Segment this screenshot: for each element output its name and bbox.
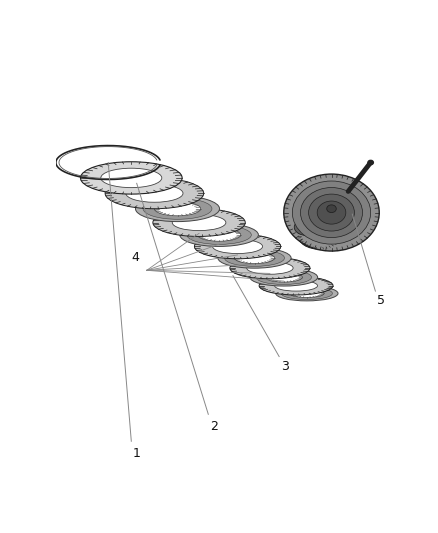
Ellipse shape bbox=[143, 198, 212, 219]
Ellipse shape bbox=[275, 280, 318, 291]
Ellipse shape bbox=[259, 277, 333, 295]
Text: 1: 1 bbox=[133, 447, 141, 461]
Ellipse shape bbox=[225, 249, 285, 266]
Ellipse shape bbox=[153, 209, 245, 237]
Ellipse shape bbox=[126, 184, 183, 202]
Ellipse shape bbox=[172, 215, 226, 231]
Text: 5: 5 bbox=[377, 294, 385, 307]
Ellipse shape bbox=[101, 168, 162, 188]
Ellipse shape bbox=[265, 272, 302, 282]
Ellipse shape bbox=[155, 201, 201, 216]
Ellipse shape bbox=[230, 257, 310, 279]
Ellipse shape bbox=[180, 223, 258, 246]
Ellipse shape bbox=[284, 174, 379, 251]
Text: 4: 4 bbox=[131, 251, 139, 264]
Ellipse shape bbox=[276, 286, 338, 301]
Ellipse shape bbox=[198, 229, 241, 241]
Ellipse shape bbox=[256, 270, 311, 285]
Ellipse shape bbox=[294, 219, 321, 236]
Ellipse shape bbox=[218, 248, 291, 268]
Text: 3: 3 bbox=[281, 360, 289, 373]
Ellipse shape bbox=[292, 181, 371, 244]
Ellipse shape bbox=[317, 201, 346, 224]
Ellipse shape bbox=[212, 239, 262, 254]
Text: 2: 2 bbox=[210, 421, 218, 433]
Ellipse shape bbox=[247, 262, 293, 274]
Ellipse shape bbox=[105, 178, 204, 209]
Ellipse shape bbox=[194, 234, 281, 259]
Ellipse shape bbox=[327, 205, 336, 213]
Ellipse shape bbox=[250, 269, 318, 286]
Ellipse shape bbox=[81, 161, 182, 194]
Ellipse shape bbox=[300, 188, 363, 238]
Ellipse shape bbox=[234, 253, 275, 264]
Ellipse shape bbox=[309, 194, 354, 231]
Ellipse shape bbox=[368, 160, 374, 165]
Ellipse shape bbox=[135, 196, 219, 222]
Ellipse shape bbox=[281, 287, 332, 300]
Ellipse shape bbox=[298, 222, 341, 249]
Ellipse shape bbox=[187, 225, 251, 244]
Ellipse shape bbox=[290, 289, 324, 297]
